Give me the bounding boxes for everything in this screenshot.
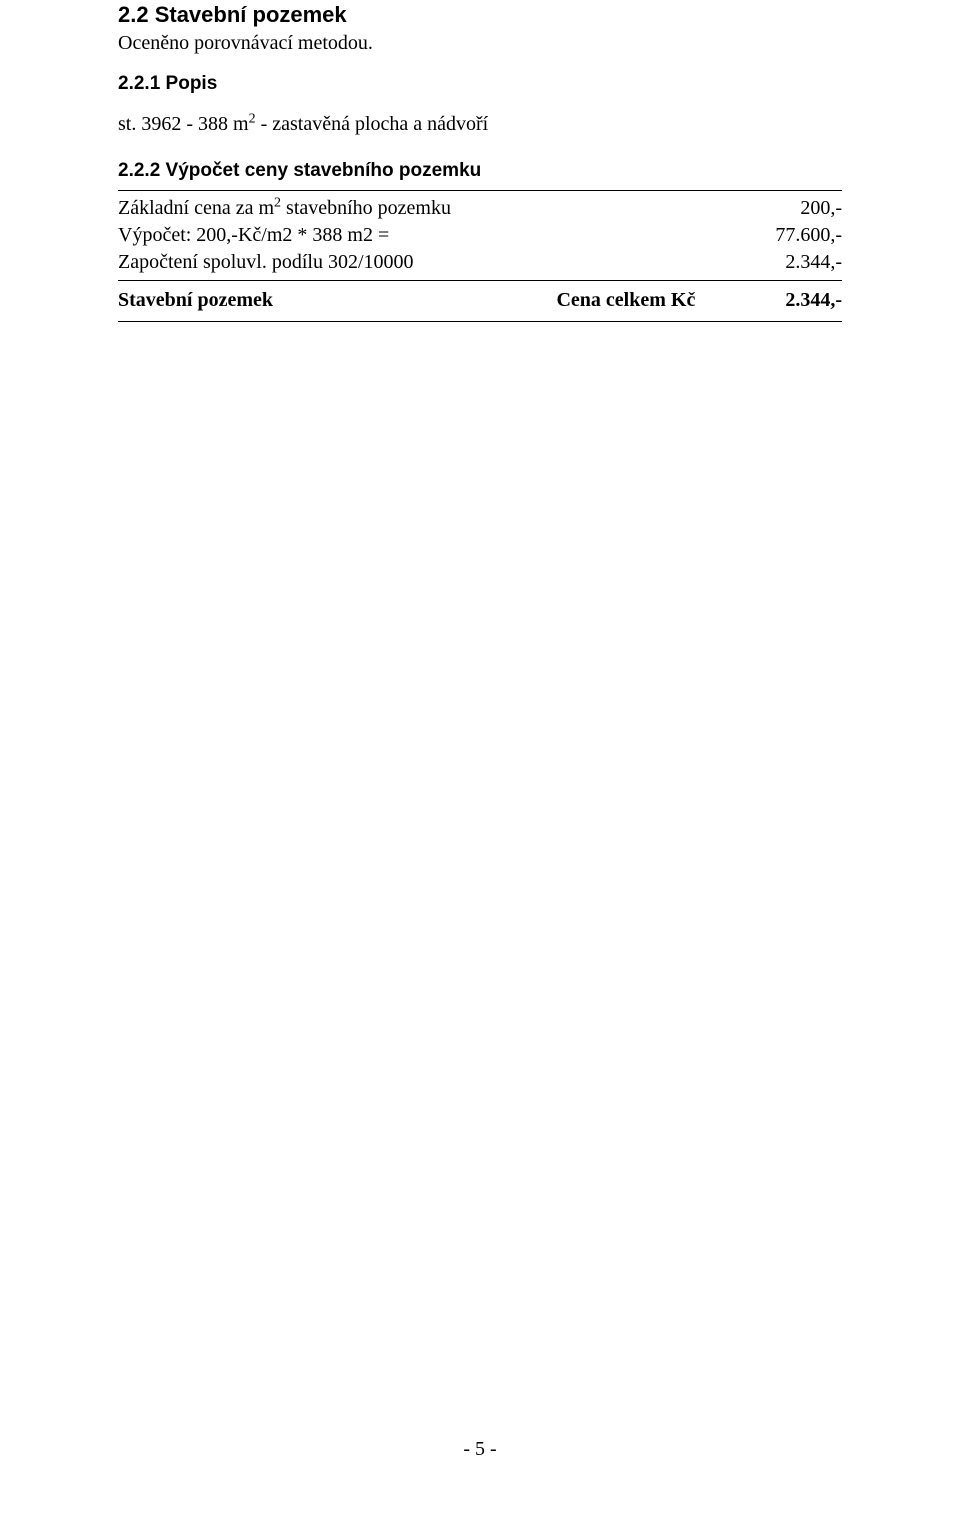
calc-row3-value: 2.344,-: [785, 249, 842, 276]
parcel-line: st. 3962 - 388 m2 - zastavěná plocha a n…: [118, 113, 842, 136]
page-number: - 5 -: [0, 1438, 960, 1461]
calc-row1-label-suffix: stavebního pozemku: [281, 197, 451, 219]
table-rule-bottom: [118, 321, 842, 322]
calc-row1-label-exp: 2: [274, 195, 281, 210]
total-row: Stavební pozemek Cena celkem Kč 2.344,-: [118, 285, 842, 315]
calc-row-label: Základní cena za m2 stavebního pozemku: [118, 195, 451, 222]
calc-row2-label: Výpočet: 200,-Kč/m2 * 388 m2 =: [118, 222, 389, 249]
parcel-line-prefix: st. 3962 - 388 m: [118, 113, 249, 135]
subsection-2-heading: 2.2.2 Výpočet ceny stavebního pozemku: [118, 160, 842, 182]
total-value: 2.344,-: [785, 285, 842, 315]
parcel-line-exponent: 2: [249, 111, 256, 126]
page-content: 2.2 Stavební pozemek Oceněno porovnávací…: [0, 0, 960, 322]
calculation-block: Základní cena za m2 stavebního pozemku 2…: [118, 195, 842, 276]
calc-row2-value: 77.600,-: [775, 222, 842, 249]
valuation-note: Oceněno porovnávací metodou.: [118, 32, 842, 55]
parcel-line-suffix: - zastavěná plocha a nádvoří: [256, 113, 489, 135]
calc-row1-label-prefix: Základní cena za m: [118, 197, 274, 219]
section-heading: 2.2 Stavební pozemek: [118, 0, 842, 28]
calc-row3-label: Započtení spoluvl. podílu 302/10000: [118, 249, 414, 276]
calc-row-share: Započtení spoluvl. podílu 302/10000 2.34…: [118, 249, 842, 276]
total-mid-label: Cena celkem Kč: [556, 285, 785, 315]
total-block: Stavební pozemek Cena celkem Kč 2.344,-: [118, 285, 842, 315]
calc-row1-value: 200,-: [800, 195, 842, 222]
calc-row-base-price: Základní cena za m2 stavebního pozemku 2…: [118, 195, 842, 222]
total-label: Stavební pozemek: [118, 285, 273, 315]
subsection-1-heading: 2.2.1 Popis: [118, 73, 842, 95]
calc-row-computation: Výpočet: 200,-Kč/m2 * 388 m2 = 77.600,-: [118, 222, 842, 249]
